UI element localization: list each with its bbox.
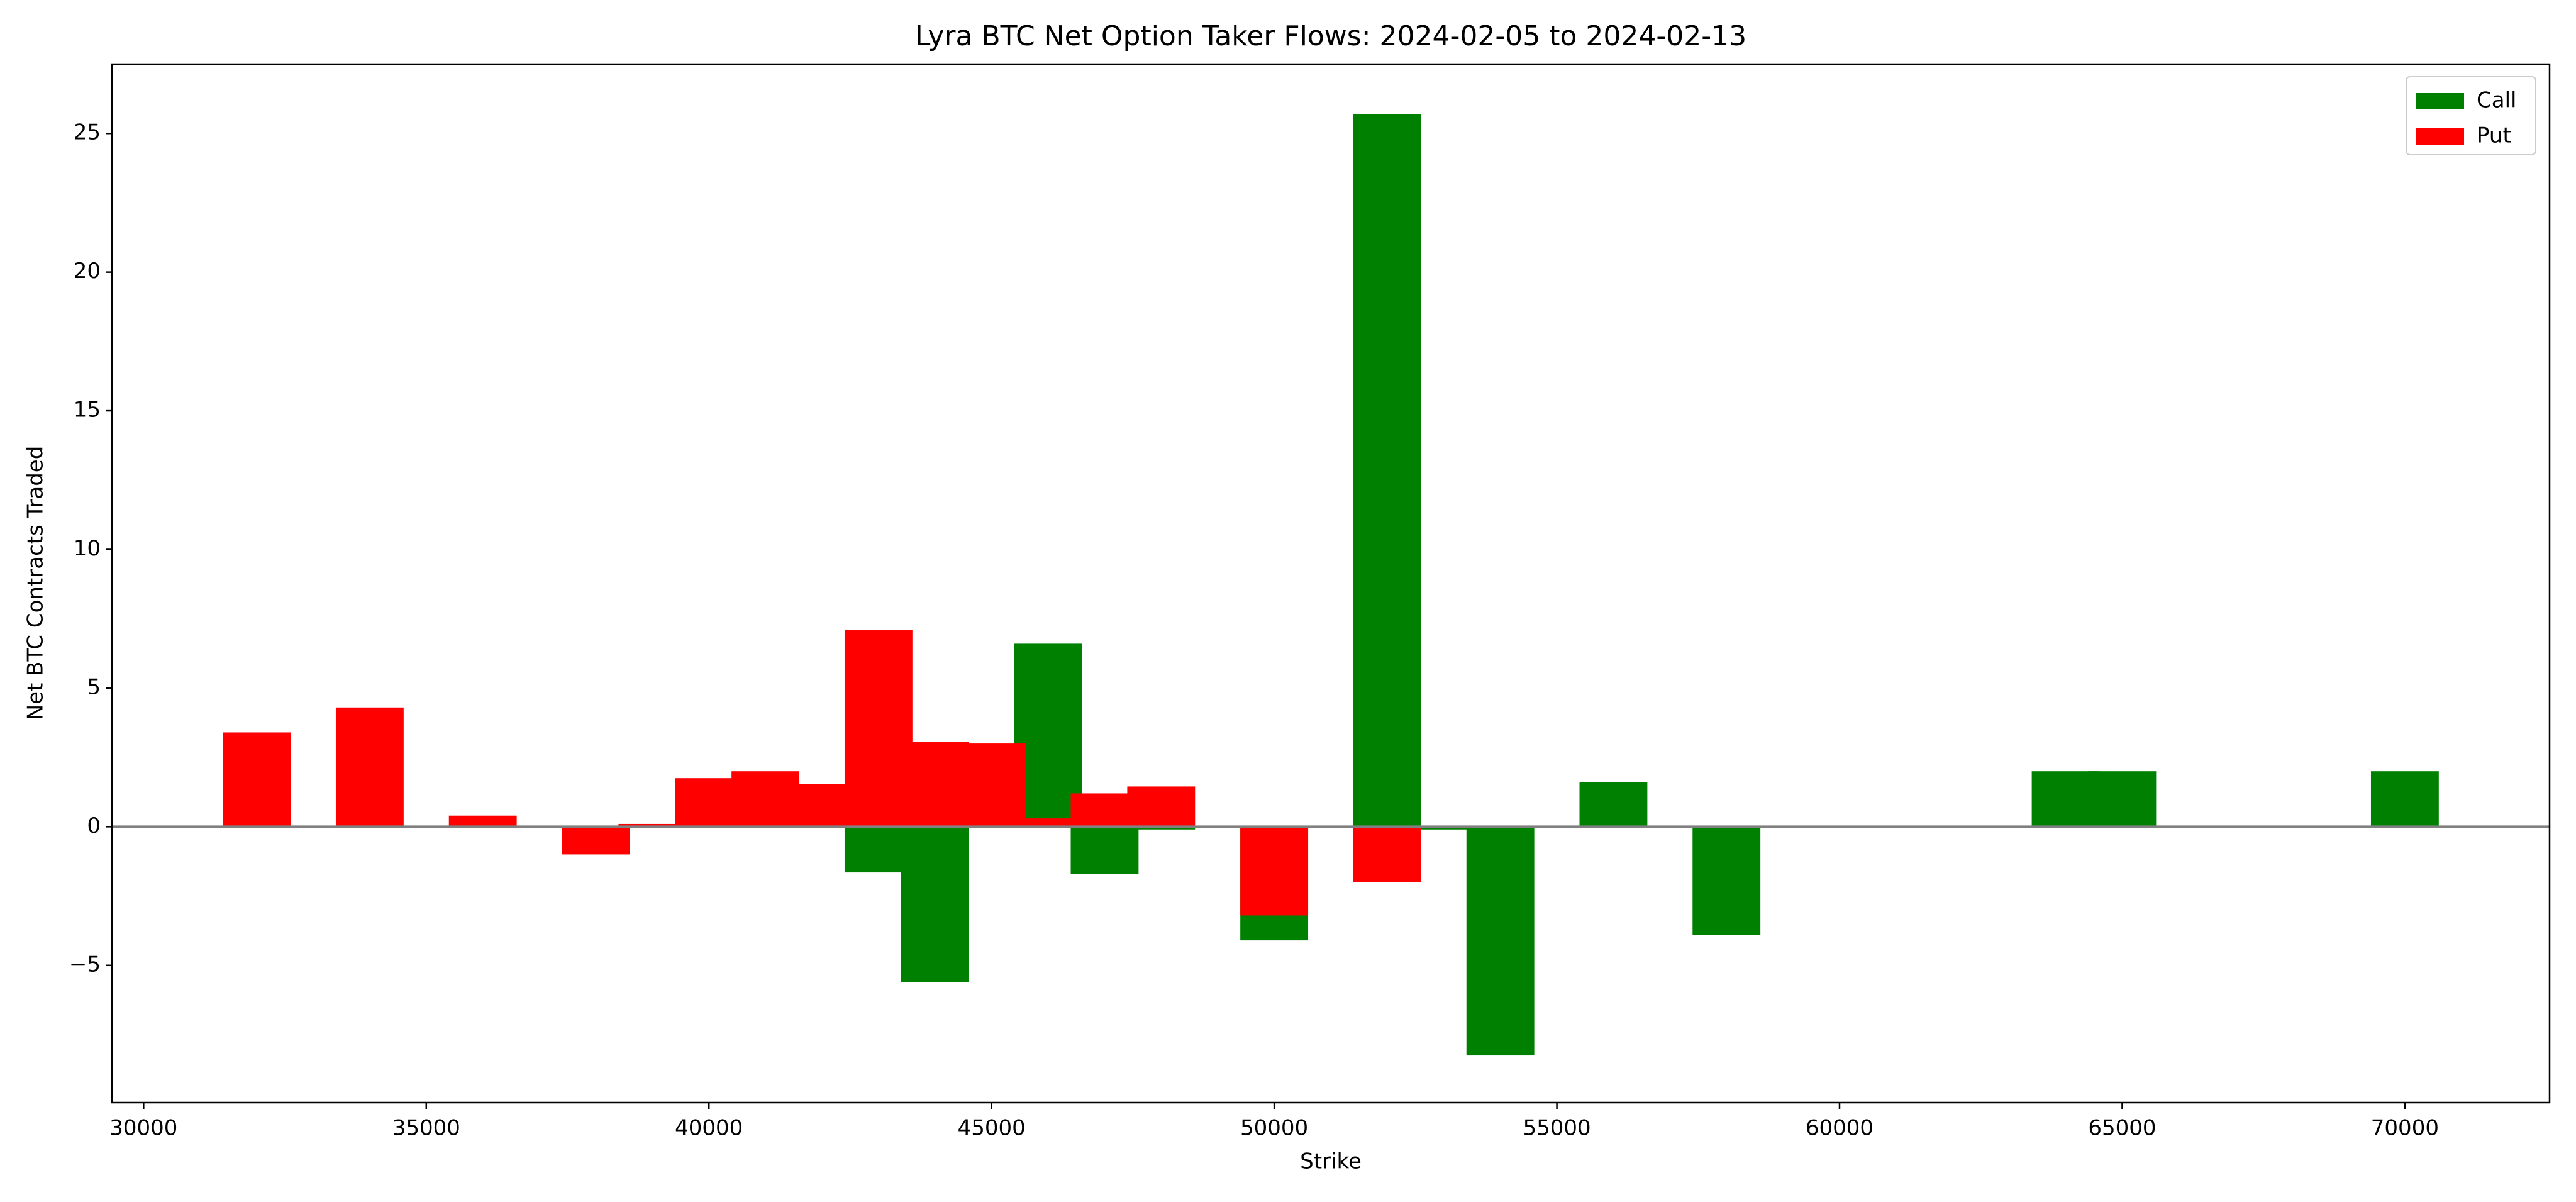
y-tick-label: 5 — [87, 674, 101, 699]
bar — [618, 823, 687, 827]
x-tick-label: 30000 — [109, 1116, 177, 1141]
y-tick-label: 10 — [74, 536, 101, 561]
y-tick-label: 0 — [87, 813, 101, 838]
bar — [1353, 114, 1421, 827]
x-tick-label: 35000 — [392, 1116, 460, 1141]
bar — [1070, 826, 1139, 874]
y-tick-label: 20 — [74, 259, 101, 284]
bar — [844, 630, 913, 827]
bar — [1692, 826, 1761, 935]
y-tick-label: −5 — [69, 952, 101, 977]
bar — [1014, 818, 1082, 827]
bar — [1409, 826, 1478, 830]
bar — [1579, 782, 1648, 827]
chart-title: Lyra BTC Net Option Taker Flows: 2024-02… — [915, 20, 1746, 52]
x-axis-label: Strike — [1300, 1149, 1362, 1174]
bar — [1353, 826, 1421, 882]
bar — [957, 743, 1026, 827]
y-axis-label: Net BTC Contracts Traded — [23, 446, 48, 721]
bar — [1240, 826, 1309, 916]
x-tick-label: 70000 — [2371, 1116, 2439, 1141]
bar — [1466, 826, 1535, 1056]
x-tick-label: 50000 — [1240, 1116, 1308, 1141]
legend-swatch — [2416, 93, 2464, 109]
bar — [335, 707, 404, 827]
bar — [223, 732, 291, 827]
y-tick-label: 25 — [74, 120, 101, 145]
bar — [844, 826, 913, 873]
x-tick-label: 45000 — [958, 1116, 1026, 1141]
y-tick-label: 15 — [74, 398, 101, 423]
legend-label: Put — [2477, 123, 2511, 148]
bar — [2370, 771, 2439, 827]
x-tick-label: 65000 — [2088, 1116, 2156, 1141]
bar — [562, 826, 630, 855]
bar — [1127, 826, 1196, 830]
x-tick-label: 60000 — [1806, 1116, 1874, 1141]
bar — [2088, 771, 2157, 827]
legend-swatch — [2416, 128, 2464, 145]
bar — [901, 826, 969, 982]
legend-label: Call — [2477, 88, 2516, 113]
x-tick-label: 40000 — [675, 1116, 743, 1141]
bar — [448, 815, 517, 827]
plot-frame — [111, 63, 2551, 1104]
x-tick-label: 55000 — [1523, 1116, 1591, 1141]
bar — [1127, 786, 1196, 827]
